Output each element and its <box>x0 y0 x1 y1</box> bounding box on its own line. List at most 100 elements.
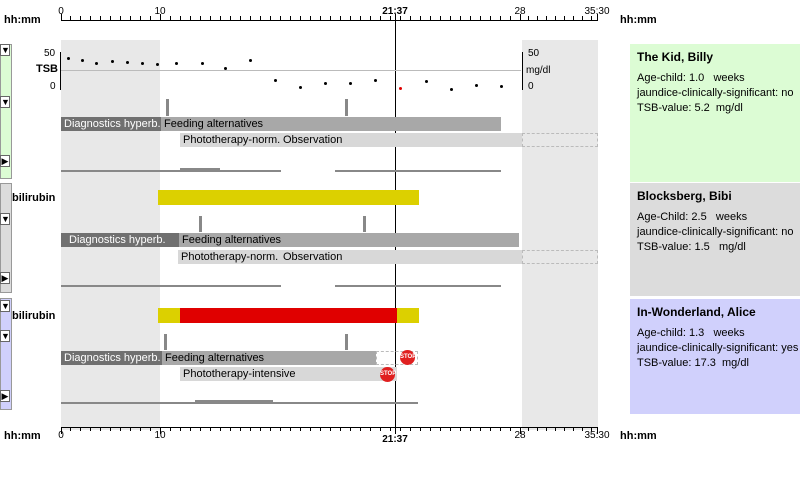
minor-tick <box>150 427 151 431</box>
tick-now: 21:37 <box>382 6 408 17</box>
tsb-unit: mg/dl <box>718 241 746 253</box>
tick-3530: 35:30 <box>584 6 610 17</box>
bar-feeding[interactable]: Feeding alternatives <box>161 117 501 131</box>
minor-tick <box>290 16 291 20</box>
bar-phototherapy[interactable]: Phototherapy-norm. <box>180 133 280 147</box>
minor-tick <box>537 427 538 431</box>
minor-tick <box>70 16 71 20</box>
bar-diagnostics[interactable]: Diagnostics hyperb. <box>61 351 162 365</box>
tsb-point <box>450 88 453 91</box>
minor-tick <box>220 16 221 20</box>
tsb-ylabel: TSB <box>36 63 58 75</box>
top-axis: 0 10 21:37 28 35:30 hh:mm hh:mm <box>0 0 800 40</box>
minor-tick <box>340 427 341 431</box>
collapse-icon[interactable]: ▼ <box>0 330 10 342</box>
tsb-plot <box>61 50 521 90</box>
tsb-point <box>201 62 204 65</box>
minor-tick <box>180 16 181 20</box>
tsb-point <box>274 79 277 82</box>
tick-3530-bottom: 35:30 <box>584 430 610 441</box>
tsb-y-top: 50 <box>44 48 56 59</box>
minor-tick <box>480 427 481 431</box>
minor-tick <box>380 427 381 431</box>
minor-tick <box>280 16 281 20</box>
minor-tick <box>582 16 583 20</box>
age-unit: weeks <box>713 327 745 339</box>
minor-tick <box>573 16 574 20</box>
tsb-point <box>399 87 402 90</box>
minor-tick <box>490 427 491 431</box>
collapse-icon[interactable]: ▼ <box>0 96 10 108</box>
minor-tick <box>400 427 401 431</box>
patient-name: The Kid, Billy <box>637 50 714 64</box>
minor-tick <box>280 427 281 431</box>
bar-observation[interactable]: Observation <box>280 133 522 147</box>
tsb-value: TSB-value: 1.5 <box>637 241 710 253</box>
minor-tick <box>400 16 401 20</box>
minor-tick <box>90 427 91 431</box>
bar-feeding-planned <box>376 351 418 365</box>
tsb-point <box>81 59 84 62</box>
patient-card-alice[interactable]: In-Wonderland, Alice Age-child: 1.3 week… <box>630 299 800 414</box>
tsb-unit: mg/dl <box>526 65 551 76</box>
minor-tick <box>430 427 431 431</box>
age-label: Age-child: 1.0 <box>637 72 705 84</box>
expand-icon[interactable]: ▶ <box>0 272 10 284</box>
minor-tick <box>270 427 271 431</box>
stop-icon[interactable]: STOP <box>400 350 416 365</box>
minor-tick <box>80 427 81 431</box>
minor-tick <box>582 427 583 431</box>
tsb-point <box>111 60 114 63</box>
collapse-icon[interactable]: ▼ <box>0 213 10 225</box>
tick-28: 28 <box>514 6 526 17</box>
minor-tick <box>320 427 321 431</box>
tick-10-bottom: 10 <box>154 430 166 441</box>
jaundice-status: jaundice-clinically-significant: no <box>637 87 794 99</box>
minor-tick <box>100 427 101 431</box>
minor-tick <box>555 16 556 20</box>
age-label: Age-child: 1.3 <box>637 327 705 339</box>
bar-phototherapy[interactable]: Phototherapy-intensive <box>180 367 397 381</box>
minor-tick <box>110 16 111 20</box>
expand-icon[interactable]: ▶ <box>0 390 10 402</box>
tsb-point <box>349 82 352 85</box>
bar-observation[interactable]: Observation <box>280 250 522 264</box>
minor-tick <box>573 427 574 431</box>
axis-label-right: hh:mm <box>620 14 657 26</box>
major-tick <box>597 427 598 434</box>
bar-feeding[interactable]: Feeding alternatives <box>179 233 519 247</box>
minor-tick <box>210 427 211 431</box>
tsb-point <box>175 62 178 65</box>
bar-feeding[interactable]: Feeding alternatives <box>162 351 376 365</box>
axis-label-left: hh:mm <box>4 14 41 26</box>
minor-tick <box>240 427 241 431</box>
minor-tick <box>190 427 191 431</box>
patient-card-bibi[interactable]: Blocksberg, Bibi Age-Child: 2.5 weeks ja… <box>630 183 800 296</box>
stop-icon[interactable]: STOP <box>380 367 396 382</box>
patient-card-billy[interactable]: The Kid, Billy Age-child: 1.0 weeks jaun… <box>630 44 800 182</box>
minor-tick <box>80 16 81 20</box>
minor-tick <box>90 16 91 20</box>
patient-lane-bibi <box>0 183 12 293</box>
minor-tick <box>370 427 371 431</box>
minor-tick <box>250 427 251 431</box>
collapse-icon[interactable]: ▼ <box>0 44 10 56</box>
bar-diagnostics[interactable]: Diagnostics hyperb. <box>61 117 161 131</box>
tsb-point <box>475 84 478 87</box>
minor-tick <box>290 427 291 431</box>
bar-diagnostics[interactable]: Diagnostics hyperb. <box>61 233 179 247</box>
collapse-icon[interactable]: ▼ <box>0 300 10 312</box>
age-label: Age-Child: 2.5 <box>637 211 707 223</box>
bar-observation-planned <box>522 250 598 264</box>
expand-icon[interactable]: ▶ <box>0 155 10 167</box>
minor-tick <box>190 16 191 20</box>
minor-tick <box>220 427 221 431</box>
major-tick <box>160 14 161 21</box>
minor-tick <box>537 16 538 20</box>
major-tick <box>520 427 521 434</box>
current-time-line <box>395 20 396 428</box>
bar-phototherapy[interactable]: Phototherapy-norm. <box>178 250 280 264</box>
minor-tick <box>140 16 141 20</box>
minor-tick <box>460 16 461 20</box>
age-unit: weeks <box>713 72 745 84</box>
